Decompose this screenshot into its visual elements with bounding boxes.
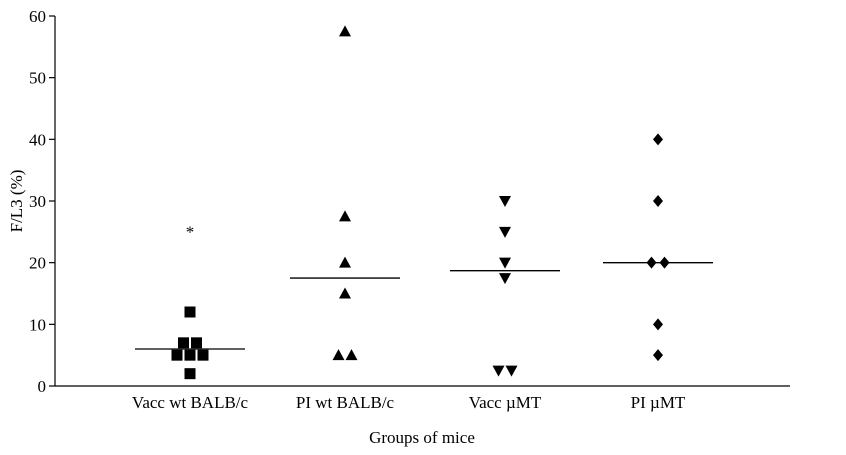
x-tick-label: Vacc wt BALB/c [132, 393, 249, 412]
marker [197, 349, 209, 361]
x-tick-label: PI µMT [631, 393, 686, 412]
x-tick-label: Vacc µMT [469, 393, 542, 412]
y-tick-label: 20 [29, 254, 46, 273]
marker [339, 210, 351, 222]
marker [178, 337, 189, 349]
y-axis-label: F/L3 (%) [7, 170, 26, 233]
annotation: * [186, 223, 195, 242]
marker [653, 195, 663, 207]
y-tick-label: 50 [29, 69, 46, 88]
marker [184, 306, 196, 318]
y-tick-label: 0 [38, 377, 47, 396]
x-axis-label: Groups of mice [369, 428, 475, 447]
marker [184, 368, 196, 380]
marker [191, 337, 202, 349]
marker [332, 349, 345, 361]
y-tick-label: 10 [29, 315, 46, 334]
marker [653, 133, 663, 146]
y-tick-label: 30 [29, 192, 46, 211]
marker [492, 365, 505, 377]
marker [171, 349, 183, 361]
marker [499, 257, 511, 269]
x-tick-label: PI wt BALB/c [296, 393, 395, 412]
marker [499, 226, 511, 238]
marker [339, 25, 351, 37]
marker [653, 318, 663, 331]
marker [339, 287, 351, 299]
marker [339, 256, 351, 268]
marker [653, 349, 663, 362]
marker [499, 273, 511, 285]
y-tick-label: 40 [29, 130, 46, 149]
y-tick-label: 60 [29, 7, 46, 26]
marker [505, 365, 518, 377]
marker [184, 349, 196, 361]
marker [499, 196, 511, 207]
marker [345, 349, 358, 361]
